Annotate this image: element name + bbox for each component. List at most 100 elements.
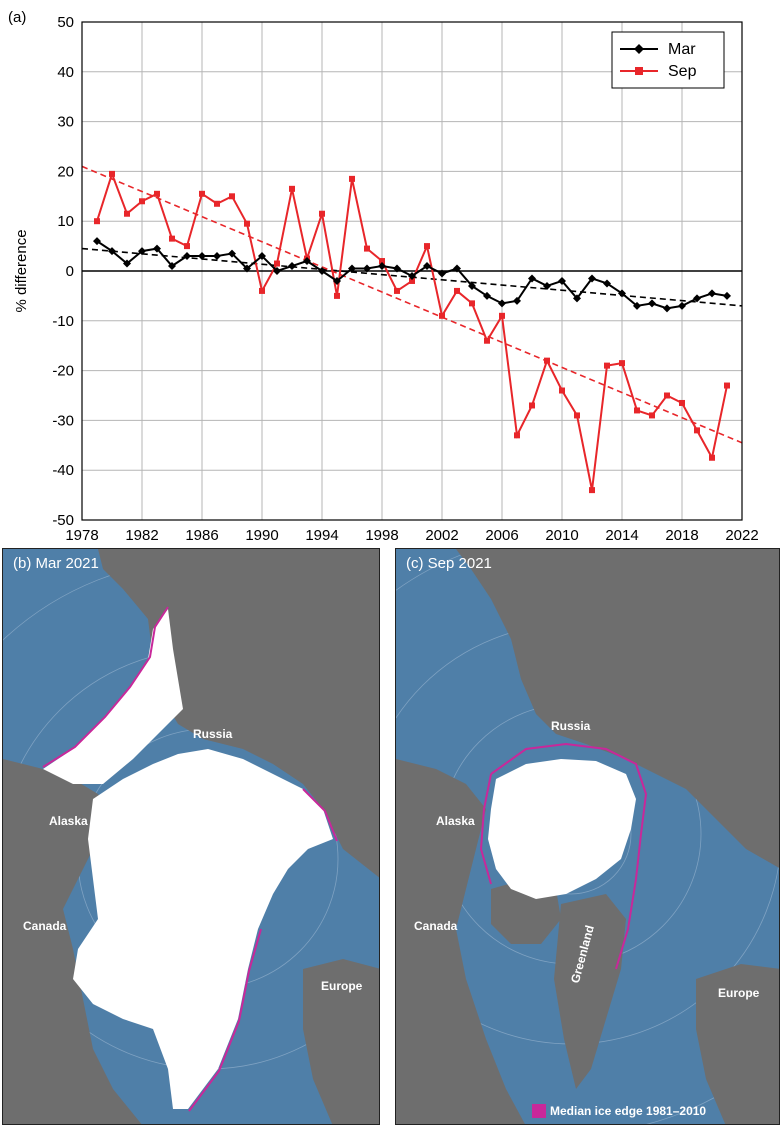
label-alaska: Alaska — [49, 814, 88, 828]
sea-ice-extent — [73, 749, 333, 1109]
x-tick-label: 2002 — [425, 527, 458, 544]
data-point-sep — [244, 220, 250, 227]
line-chart: 1978 1982 1986 1990 1994 1998 2002 2006 2010 2014… — [0, 0, 782, 545]
data-point-mar — [618, 289, 626, 298]
legend-box — [611, 31, 725, 89]
data-point-sep — [424, 243, 430, 250]
data-point-mar — [213, 252, 221, 261]
label-europe: Europe — [718, 986, 760, 1000]
data-point-mar — [258, 252, 266, 261]
data-point-sep — [229, 193, 235, 200]
data-point-sep — [124, 210, 130, 217]
data-point-mar — [153, 244, 161, 253]
data-point-sep — [409, 277, 415, 284]
median-edge-legend: Median ice edge 1981–2010 — [532, 1104, 706, 1118]
data-point-mar — [528, 274, 536, 283]
data-point-mar — [183, 252, 191, 261]
land-greenland — [554, 894, 626, 1089]
chart-grid — [81, 21, 743, 521]
data-point-mar — [588, 274, 596, 283]
map-panel-sep-2021: (c) Sep 2021 Russia Alaska Canada Greenl… — [395, 548, 780, 1125]
land-russia — [456, 549, 779, 868]
data-point-sep — [649, 412, 655, 419]
data-point-mar — [723, 291, 731, 300]
data-point-sep — [139, 198, 145, 205]
data-point-mar — [123, 259, 131, 268]
data-point-mar — [108, 247, 116, 256]
data-point-sep — [589, 487, 595, 494]
y-tick-label: 0 — [66, 263, 74, 280]
data-point-mar — [468, 281, 476, 290]
data-point-mar — [513, 296, 521, 305]
y-tick-label: 30 — [57, 114, 74, 131]
y-tick-label: -40 — [52, 462, 74, 479]
plot-frame — [81, 21, 743, 521]
data-point-mar — [543, 281, 551, 290]
data-point-sep — [619, 360, 625, 367]
label-europe: Europe — [321, 979, 363, 993]
sea-ice-bering — [43, 609, 183, 784]
label-russia: Russia — [551, 719, 591, 733]
data-point-sep — [439, 312, 445, 319]
data-point-sep — [349, 175, 355, 182]
arctic-map-mar — [3, 549, 379, 1124]
data-point-sep — [109, 170, 115, 177]
median-ice-edge — [479, 742, 648, 970]
data-point-sep — [484, 337, 490, 344]
data-point-sep — [289, 185, 295, 192]
x-tick-label: 1998 — [365, 527, 398, 544]
data-point-sep — [199, 190, 205, 197]
x-tick-label: 1978 — [65, 527, 98, 544]
legend-label-sep: Sep — [668, 63, 697, 80]
x-tick-label: 2014 — [605, 527, 638, 544]
legend-label-mar: Mar — [668, 41, 696, 58]
label-canada: Canada — [23, 919, 67, 933]
map-title: (b) Mar 2021 — [13, 555, 99, 572]
data-point-mar — [273, 267, 281, 275]
y-tick-label: -10 — [52, 313, 74, 330]
data-point-mar — [348, 264, 356, 273]
data-point-sep — [154, 190, 160, 197]
data-point-sep — [604, 362, 610, 369]
map-panel-mar-2021: (b) Mar 2021 Russia Alaska Canada Greenl… — [2, 548, 380, 1125]
land-europe — [303, 959, 379, 1124]
data-point-mar — [198, 252, 206, 261]
y-tick-label: 20 — [57, 163, 74, 180]
data-point-sep — [364, 245, 370, 252]
data-point-mar — [138, 247, 146, 256]
data-point-mar — [573, 294, 581, 303]
sea-ice-extent — [488, 759, 636, 899]
data-point-sep — [544, 357, 550, 364]
legend-marker-sep — [635, 67, 643, 75]
panel-label: (a) — [8, 9, 26, 26]
data-point-sep — [184, 243, 190, 250]
data-point-mar — [708, 289, 716, 298]
data-point-mar — [378, 262, 386, 271]
data-point-sep — [259, 287, 265, 294]
series-lines — [93, 170, 731, 494]
data-point-mar — [408, 271, 416, 280]
data-point-mar — [438, 269, 446, 278]
data-point-mar — [333, 276, 341, 285]
data-point-mar — [423, 262, 431, 271]
x-tick-label: 2018 — [665, 527, 698, 544]
data-point-mar — [693, 294, 701, 303]
label-russia: Russia — [193, 727, 233, 741]
data-point-sep — [169, 235, 175, 242]
data-point-mar — [243, 264, 251, 273]
data-point-mar — [303, 257, 311, 266]
data-point-mar — [318, 267, 326, 275]
data-point-sep — [709, 454, 715, 461]
data-point-sep — [454, 287, 460, 294]
data-point-sep — [499, 312, 505, 319]
data-point-mar — [288, 262, 296, 271]
data-point-mar — [93, 237, 101, 246]
chart-svg: 1978 1982 1986 1990 1994 1998 2002 2006 2010 2014… — [8, 9, 759, 544]
data-point-mar — [483, 291, 491, 300]
data-point-sep — [694, 427, 700, 434]
legend-marker-mar — [634, 44, 644, 54]
data-point-mar — [498, 299, 506, 308]
x-tick-label: 1990 — [245, 527, 278, 544]
data-point-sep — [559, 387, 565, 394]
data-point-mar — [648, 299, 656, 308]
